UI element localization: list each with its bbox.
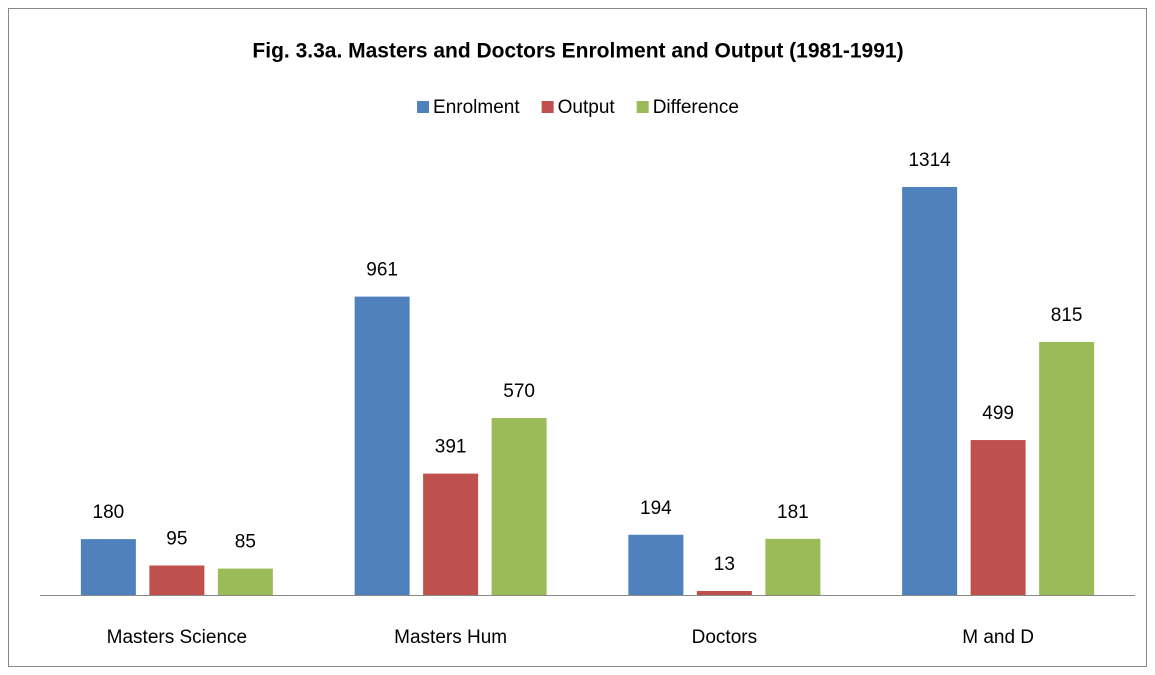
bar [80,539,136,595]
bar [1039,341,1095,595]
bar [491,418,547,595]
data-label: 961 [366,260,398,281]
data-label: 391 [435,437,467,458]
data-label: 180 [93,502,125,523]
x-tick-label: Masters Hum [394,627,507,648]
data-label: 1314 [908,150,951,171]
chart-title: Fig. 3.3a. Masters and Doctors Enrolment… [252,40,903,63]
data-label: 499 [982,403,1014,424]
legend-label: Enrolment [433,97,520,118]
bar [628,534,684,595]
data-label: 815 [1051,305,1083,326]
data-label: 95 [166,529,187,550]
x-tick-label: Doctors [692,627,757,648]
legend-swatch [636,101,649,113]
bar [765,538,821,595]
bar [217,568,273,595]
x-tick-label: Masters Science [107,627,247,648]
legend-swatch [417,101,430,113]
bar [902,187,958,595]
data-label: 194 [640,498,672,519]
data-label: 13 [714,554,735,575]
data-label: 181 [777,502,809,523]
data-label: 85 [235,532,256,553]
legend-swatch [541,101,554,113]
legend-label: Output [558,97,616,118]
bar [696,590,752,595]
legend-label: Difference [653,97,739,118]
bar [354,296,410,595]
data-label: 570 [503,381,535,402]
bar [149,565,205,595]
bar [970,440,1026,595]
x-tick-label: M and D [962,627,1034,648]
bar [423,473,479,595]
